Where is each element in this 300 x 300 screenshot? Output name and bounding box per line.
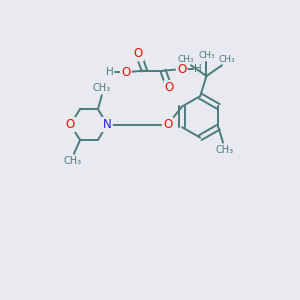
Text: O: O [121, 66, 130, 79]
Text: CH₃: CH₃ [63, 156, 81, 166]
Text: H: H [194, 64, 202, 74]
Text: CH₃: CH₃ [93, 83, 111, 93]
Text: O: O [177, 63, 186, 76]
Text: O: O [165, 81, 174, 94]
Text: O: O [65, 118, 75, 131]
Text: CH₃: CH₃ [198, 51, 215, 60]
Text: O: O [134, 47, 143, 60]
Text: CH₃: CH₃ [178, 56, 195, 64]
Text: CH₃: CH₃ [215, 145, 234, 154]
Text: H: H [106, 67, 113, 77]
Text: O: O [163, 118, 172, 131]
Text: N: N [103, 118, 112, 131]
Text: CH₃: CH₃ [218, 56, 235, 64]
